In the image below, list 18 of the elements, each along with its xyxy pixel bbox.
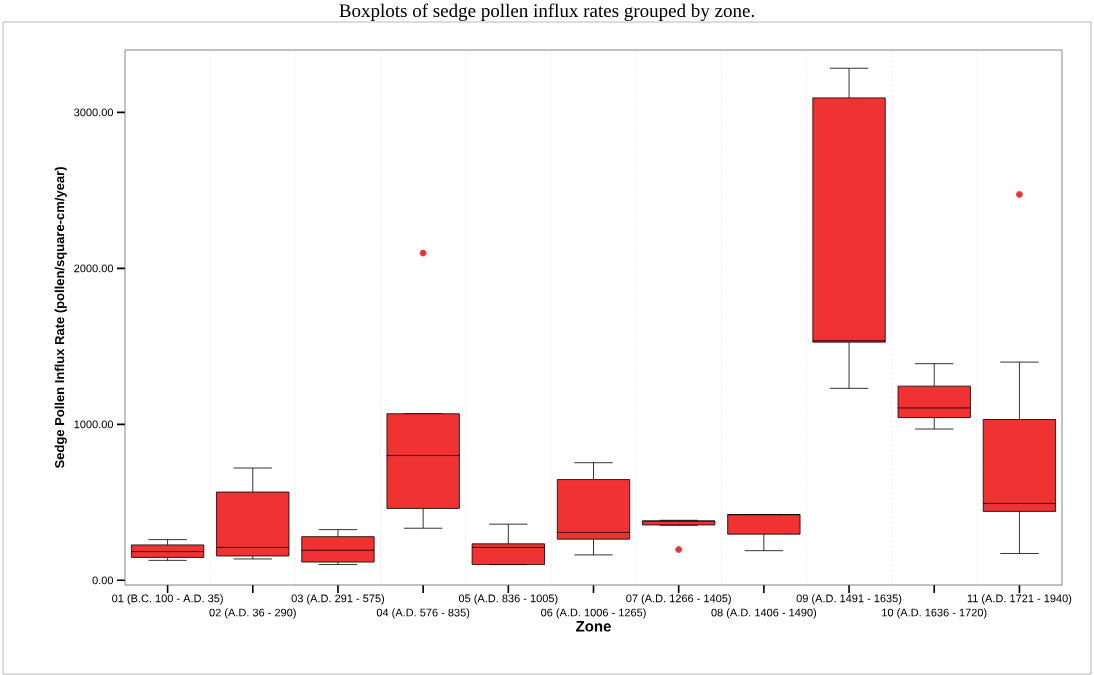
y-tick-label: 3000.00 bbox=[74, 108, 114, 117]
chart-title: Boxplots of sedge pollen influx rates grouped by zone. bbox=[339, 3, 754, 21]
x-tick-label: 07 (A.D. 1266 - 1405) bbox=[626, 594, 731, 605]
x-tick-label: 09 (A.D. 1491 - 1635) bbox=[796, 594, 902, 605]
x-axis-title: Zone bbox=[576, 621, 611, 632]
x-tick-label: 01 (B.C. 100 - A.D. 35) bbox=[112, 594, 223, 605]
x-tick-label: 08 (A.D. 1406 - 1490) bbox=[711, 608, 817, 619]
y-tick-label: 1000.00 bbox=[74, 420, 114, 429]
x-tick-label: 05 (A.D. 836 - 1005) bbox=[458, 594, 558, 605]
y-tick-label: 0.00 bbox=[92, 576, 114, 585]
x-tick-label: 06 (A.D. 1006 - 1265) bbox=[541, 608, 646, 619]
x-tick-label: 02 (A.D. 36 - 290) bbox=[209, 608, 296, 619]
y-axis-title: Sedge Pollen Influx Rate (pollen/square-cm/year) bbox=[54, 167, 67, 469]
x-tick-label: 11 (A.D. 1721 - 1940) bbox=[967, 594, 1072, 605]
x-tick-label: 04 (A.D. 576 - 835) bbox=[376, 608, 470, 619]
x-tick-label: 03 (A.D. 291 - 575) bbox=[291, 594, 385, 605]
y-tick-label: 2000.00 bbox=[74, 264, 114, 273]
x-tick-label: 10 (A.D. 1636 - 1720) bbox=[882, 608, 987, 619]
